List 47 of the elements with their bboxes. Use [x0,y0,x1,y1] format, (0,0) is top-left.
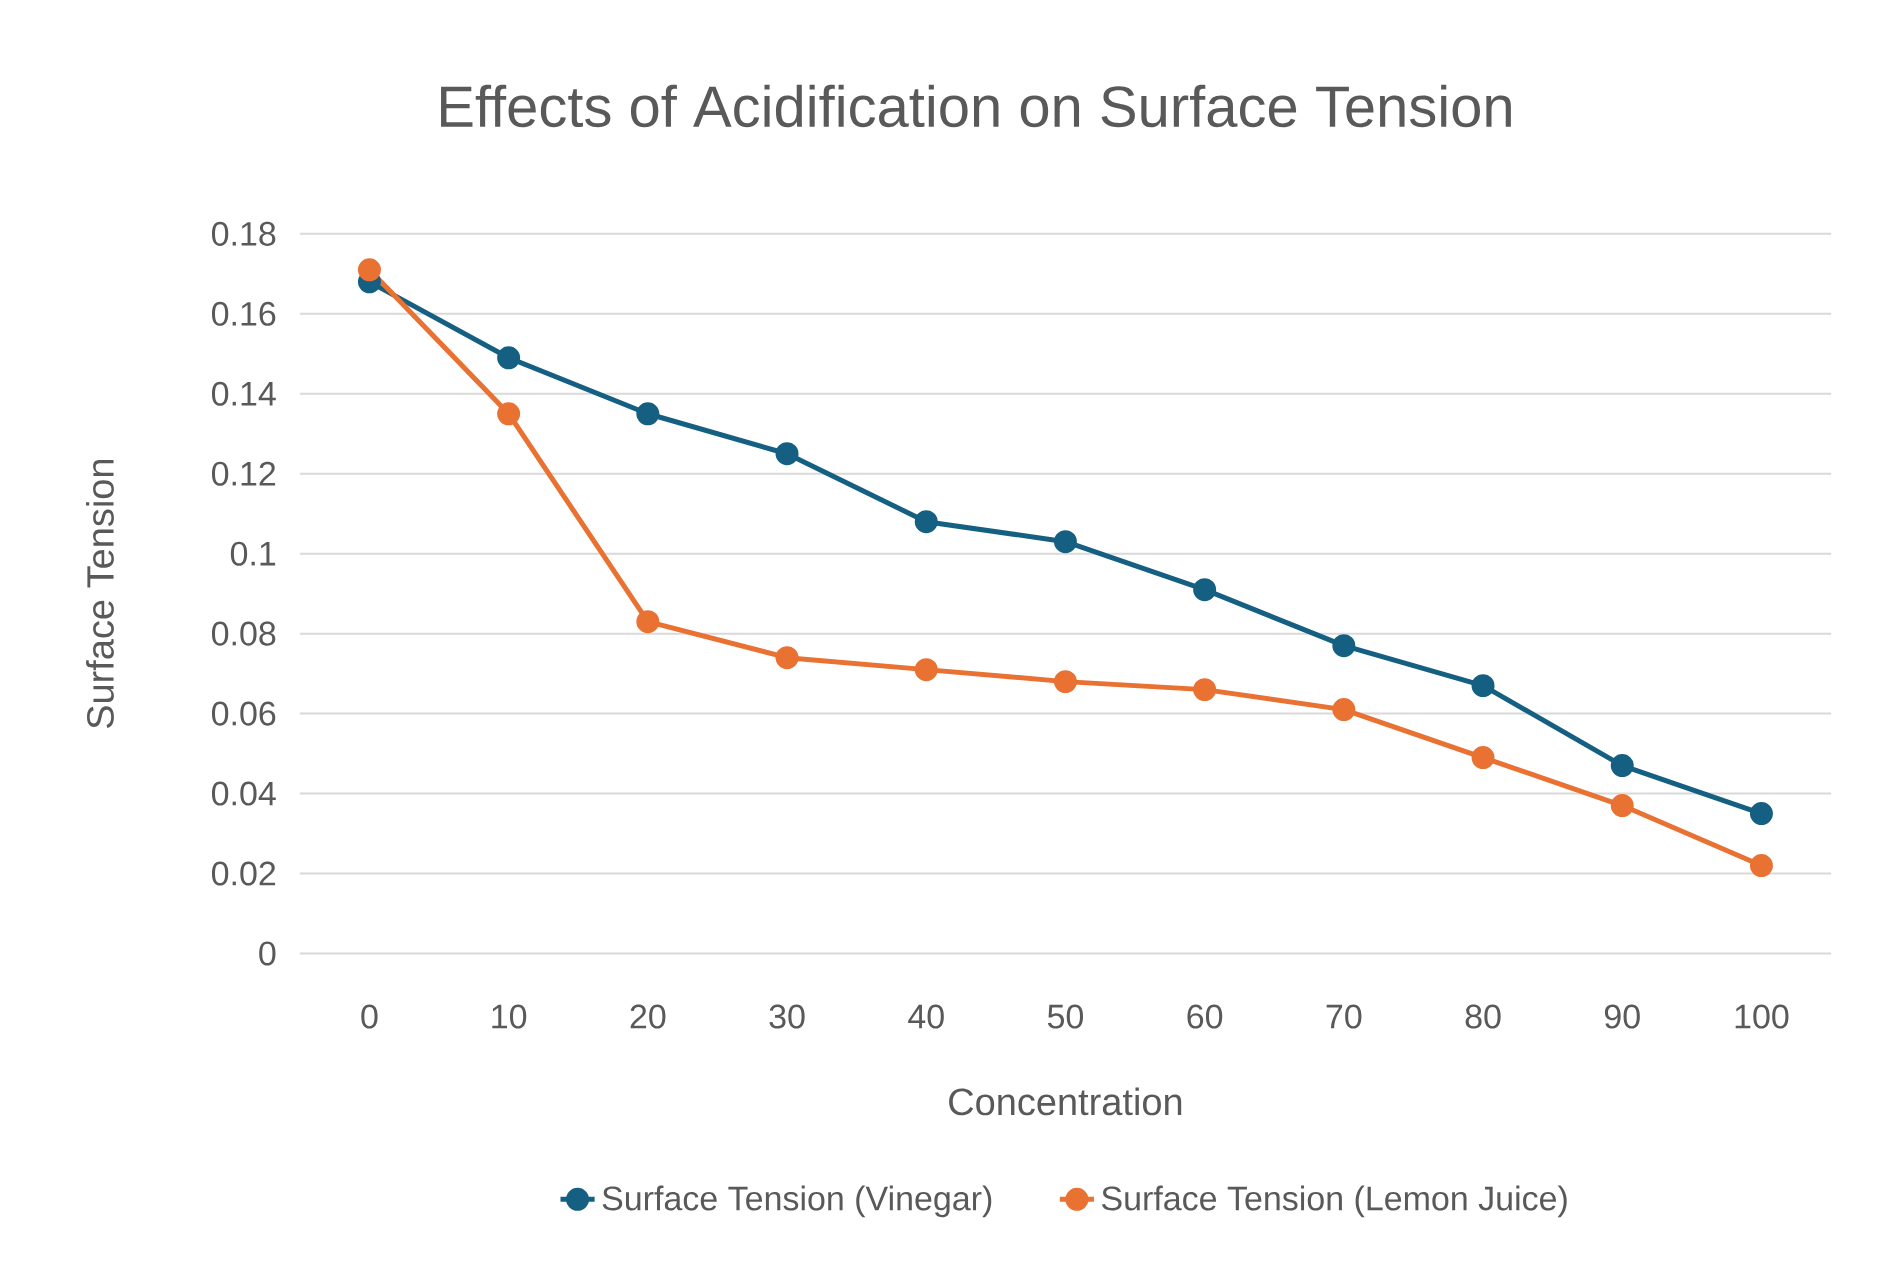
point [1332,633,1356,657]
point [1610,793,1634,817]
x-tick-label: 70 [1326,1004,1362,1029]
legend-label: Surface Tension (Lemon Juice) [1102,1185,1567,1218]
y-tick-label: 0.1 [230,541,276,566]
x-tick-label: 90 [1604,1004,1640,1029]
y-tick-label: 0.16 [211,301,276,326]
point [1471,673,1495,697]
point [1053,669,1077,693]
y-tick-label: 0.02 [211,861,276,886]
x-tick-label: 60 [1187,1004,1223,1029]
y-tick-label: 0.08 [211,621,276,646]
point [497,346,521,370]
point [636,610,660,633]
y-tick-label: 0.04 [211,781,276,806]
y-tick-label: 0.06 [211,701,276,726]
point [497,402,521,426]
point [1749,801,1773,825]
point [357,258,381,282]
x-tick-label: 30 [769,1004,805,1029]
legend-label: Surface Tension (Vinegar) [602,1185,992,1218]
y-axis-title: Surface Tension [86,459,114,728]
point [1053,530,1077,554]
chart-title: Effects of Acidification on Surface Tension [441,84,1511,128]
point [775,645,799,669]
x-tick-label: 10 [492,1004,527,1029]
x-tick-label: 100 [1735,1004,1789,1029]
x-tick-label: 80 [1465,1004,1501,1029]
point [1193,677,1217,701]
point [1610,753,1634,777]
point [636,402,660,426]
point [1471,745,1495,769]
x-tick-label: 20 [630,1004,666,1029]
point [914,657,938,681]
point [1332,697,1356,721]
point [1749,853,1773,877]
point [775,442,799,466]
y-tick-label: 0.12 [211,461,276,486]
x-axis-title: Concentration [949,1087,1182,1116]
point [914,510,938,534]
x-tick-label: 40 [908,1004,944,1029]
y-tick-label: 0.14 [211,381,276,406]
x-tick-label: 50 [1047,1004,1084,1029]
y-tick-label: 0.18 [211,221,276,246]
y-tick-label: 0 [259,941,276,966]
point [1193,578,1217,602]
x-tick-label: 0 [361,1004,378,1029]
